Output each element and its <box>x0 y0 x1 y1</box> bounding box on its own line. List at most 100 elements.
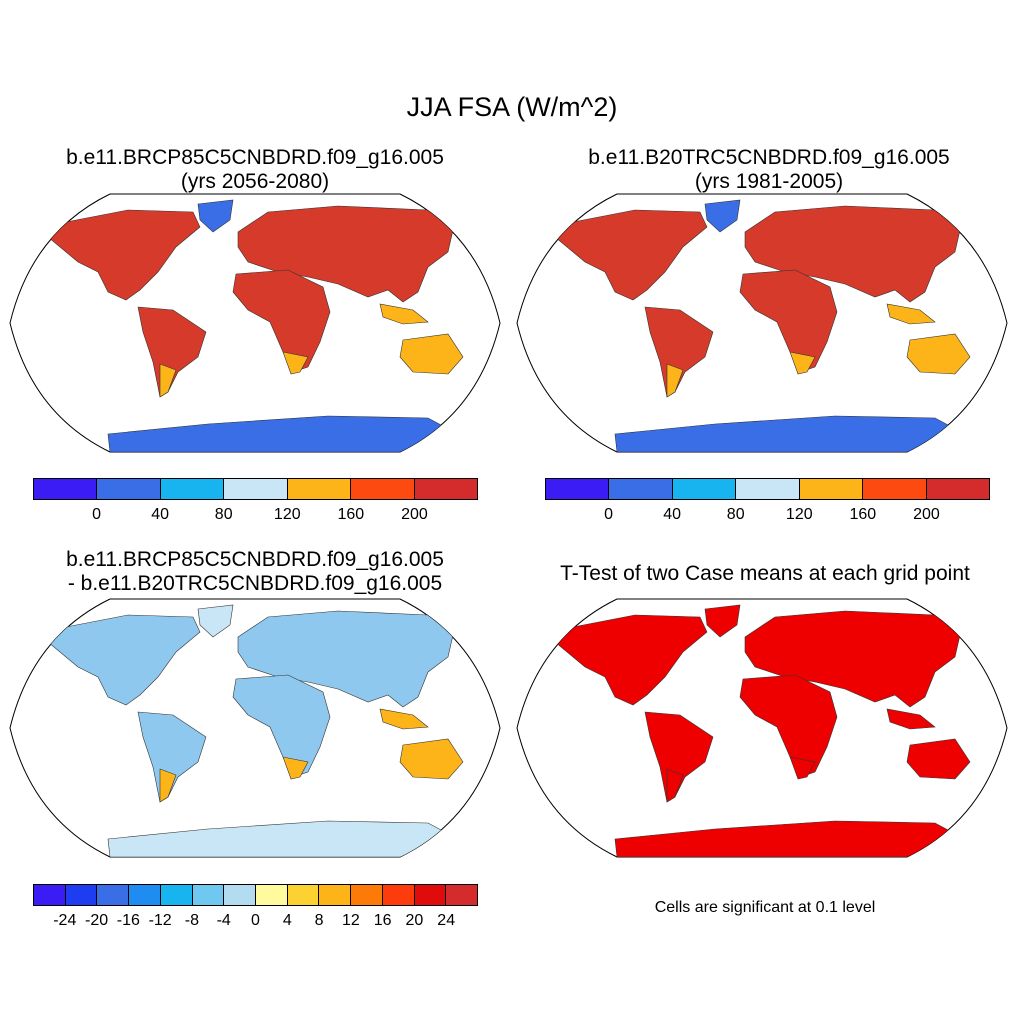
australia-region <box>399 738 464 780</box>
europe-asia-region <box>237 610 454 708</box>
greenland-region <box>197 199 234 233</box>
map-difference <box>9 598 501 858</box>
panel-title-top-left-line1: b.e11.BRCP85C5CNBDRD.f09_g16.005 <box>66 146 444 169</box>
colorbar-difference-tick-label: -20 <box>85 912 109 929</box>
colorbar-historical-tick-label: 40 <box>663 506 682 523</box>
colorbar-future-tick-label: 80 <box>214 506 233 523</box>
north-america-region <box>554 614 708 706</box>
australia-region <box>906 738 971 780</box>
figure-title: JJA FSA (W/m^2) <box>406 92 618 122</box>
colorbar-difference-swatch <box>160 885 193 905</box>
colorbar-difference-swatch <box>287 885 320 905</box>
africa-south-region <box>789 351 816 375</box>
colorbar-future-tick-label: 120 <box>273 506 301 523</box>
colorbar-historical <box>545 478 990 500</box>
colorbar-future-swatch <box>34 479 98 499</box>
north-america-region <box>47 209 201 301</box>
panel-title-top-right: b.e11.B20TRC5CNBDRD.f09_g16.005 (yrs 198… <box>534 146 1004 194</box>
panel-title-bottom-right: T-Test of two Case means at each grid po… <box>520 562 1010 586</box>
colorbar-difference-labels: -24 -20 -16 -12 -8 -4 0 4 8 12 16 20 24 <box>33 912 478 932</box>
southeast-asia-region <box>886 303 936 325</box>
colorbar-difference-swatch <box>382 885 415 905</box>
africa-south-region <box>282 351 309 375</box>
colorbar-historical-tick-label: 160 <box>849 506 877 523</box>
south-america-region <box>137 711 207 803</box>
map-ttest <box>516 598 1008 858</box>
southeast-asia-region <box>379 303 429 325</box>
colorbar-difference-swatch <box>192 885 225 905</box>
colorbar-difference-swatch <box>97 885 130 905</box>
colorbar-future <box>33 478 478 500</box>
significance-note: Cells are significant at 0.1 level <box>654 899 876 916</box>
australia-region <box>906 333 971 375</box>
colorbar-difference-swatch <box>224 885 257 905</box>
south-america-region <box>137 306 207 398</box>
colorbar-historical-tick-label: 120 <box>785 506 813 523</box>
europe-asia-region <box>237 205 454 303</box>
colorbar-historical-tick-label: 200 <box>913 506 940 523</box>
colorbar-future-tick-label: 200 <box>401 506 428 523</box>
south-america-tip-region <box>159 768 177 803</box>
southeast-asia-region <box>886 708 936 730</box>
panel-title-top-right-line1: b.e11.B20TRC5CNBDRD.f09_g16.005 <box>588 146 950 169</box>
europe-asia-region <box>744 610 961 708</box>
south-america-tip-region <box>159 363 177 398</box>
colorbar-difference-tick-label: -16 <box>116 912 140 929</box>
north-america-region <box>47 614 201 706</box>
colorbar-future-swatch <box>414 479 477 499</box>
colorbar-difference-tick-label: 4 <box>282 912 292 929</box>
south-america-tip-region <box>666 768 684 803</box>
colorbar-future-tick-label: 40 <box>151 506 170 523</box>
colorbar-historical-swatch <box>672 479 737 499</box>
colorbar-historical-labels: 0 40 80 120 160 200 <box>545 506 990 526</box>
colorbar-difference-tick-label: 20 <box>405 912 424 929</box>
colorbar-difference-tick-label: 24 <box>437 912 456 929</box>
greenland-region <box>704 604 741 638</box>
panel-title-top-right-line2: (yrs 1981-2005) <box>694 170 844 193</box>
panel-title-top-left-line2: (yrs 2056-2080) <box>180 170 330 193</box>
colorbar-difference-swatch <box>414 885 447 905</box>
colorbar-difference-tick-label: 0 <box>251 912 260 929</box>
colorbar-difference-swatch <box>256 885 288 905</box>
panel-title-bottom-left: b.e11.BRCP85C5CNBDRD.f09_g16.005 - b.e11… <box>20 548 490 596</box>
colorbar-future-labels: 0 40 80 120 160 200 <box>33 506 478 526</box>
colorbar-future-tick-label: 160 <box>337 506 365 523</box>
colorbar-historical-swatch <box>609 479 673 499</box>
panel-title-bottom-left-line2: - b.e11.B20TRC5CNBDRD.f09_g16.005 <box>67 572 443 595</box>
colorbar-difference-swatch <box>129 885 161 905</box>
south-america-region <box>644 306 714 398</box>
colorbar-historical-swatch <box>863 479 927 499</box>
colorbar-difference <box>33 884 478 906</box>
colorbar-future-swatch <box>97 479 161 499</box>
south-america-region <box>644 711 714 803</box>
map-future <box>9 193 501 453</box>
africa-south-region <box>282 756 309 780</box>
colorbar-historical-swatch <box>546 479 610 499</box>
australia-region <box>399 333 464 375</box>
panel-title-bottom-right-line1: T-Test of two Case means at each grid po… <box>560 562 970 585</box>
colorbar-difference-tick-label: 16 <box>373 912 392 929</box>
colorbar-difference-swatch <box>65 885 98 905</box>
colorbar-future-swatch <box>287 479 352 499</box>
colorbar-difference-swatch <box>351 885 383 905</box>
colorbar-historical-swatch <box>926 479 989 499</box>
map-historical <box>516 193 1008 453</box>
colorbar-difference-swatch <box>34 885 66 905</box>
colorbar-difference-swatch <box>319 885 352 905</box>
panel-title-bottom-left-line1: b.e11.BRCP85C5CNBDRD.f09_g16.005 <box>66 548 444 571</box>
southeast-asia-region <box>379 708 429 730</box>
colorbar-future-swatch <box>160 479 225 499</box>
colorbar-difference-tick-label: -8 <box>184 912 200 929</box>
colorbar-difference-tick-label: 8 <box>314 912 324 929</box>
colorbar-historical-swatch <box>799 479 864 499</box>
colorbar-future-swatch <box>224 479 288 499</box>
colorbar-future-tick-label: 0 <box>92 506 102 523</box>
colorbar-historical-tick-label: 0 <box>604 506 614 523</box>
panel-title-top-left: b.e11.BRCP85C5CNBDRD.f09_g16.005 (yrs 20… <box>20 146 490 194</box>
colorbar-difference-swatch <box>446 885 478 905</box>
africa-south-region <box>789 756 816 780</box>
greenland-region <box>704 199 741 233</box>
colorbar-difference-tick-label: -24 <box>53 912 77 929</box>
south-america-tip-region <box>666 363 684 398</box>
colorbar-difference-tick-label: -12 <box>148 912 172 929</box>
